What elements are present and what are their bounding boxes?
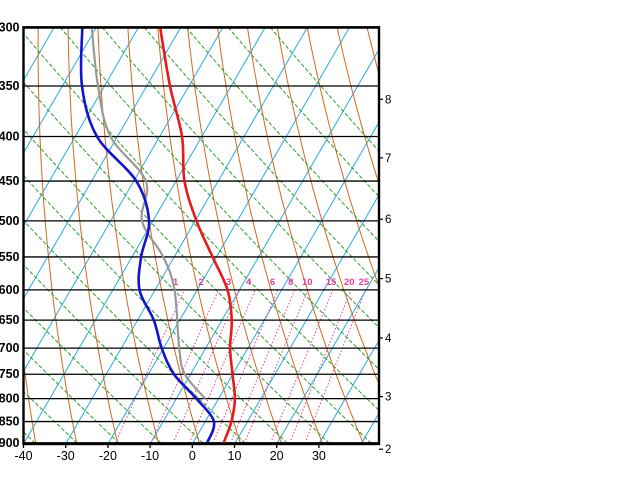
- svg-text:2: 2: [385, 444, 391, 456]
- svg-text:800: 800: [0, 392, 20, 406]
- svg-text:850: 850: [0, 415, 20, 429]
- svg-text:10: 10: [302, 277, 313, 288]
- svg-text:700: 700: [0, 341, 20, 355]
- svg-text:-10: -10: [141, 449, 159, 463]
- svg-text:15: 15: [326, 277, 337, 288]
- svg-text:400: 400: [0, 130, 20, 144]
- svg-text:30: 30: [312, 449, 326, 463]
- svg-text:8: 8: [288, 277, 293, 288]
- svg-text:300: 300: [0, 21, 20, 35]
- svg-text:650: 650: [0, 313, 20, 327]
- svg-text:6: 6: [385, 214, 391, 226]
- svg-text:3: 3: [385, 392, 391, 404]
- svg-text:25: 25: [359, 277, 370, 288]
- svg-text:2: 2: [199, 277, 204, 288]
- svg-text:7: 7: [385, 153, 391, 165]
- svg-text:20: 20: [344, 277, 355, 288]
- svg-text:20: 20: [270, 449, 284, 463]
- svg-text:750: 750: [0, 367, 20, 381]
- svg-text:6: 6: [270, 277, 275, 288]
- svg-text:-40: -40: [14, 449, 32, 463]
- svg-text:-30: -30: [57, 449, 75, 463]
- svg-text:4: 4: [246, 277, 252, 288]
- svg-text:450: 450: [0, 174, 20, 188]
- svg-text:-20: -20: [99, 449, 117, 463]
- svg-text:600: 600: [0, 283, 20, 297]
- svg-text:350: 350: [0, 79, 20, 93]
- svg-text:4: 4: [385, 333, 392, 345]
- svg-text:0: 0: [189, 449, 196, 463]
- svg-text:5: 5: [385, 274, 391, 286]
- svg-text:10: 10: [228, 449, 242, 463]
- svg-text:550: 550: [0, 250, 20, 264]
- svg-text:500: 500: [0, 214, 20, 228]
- svg-text:8: 8: [385, 94, 391, 106]
